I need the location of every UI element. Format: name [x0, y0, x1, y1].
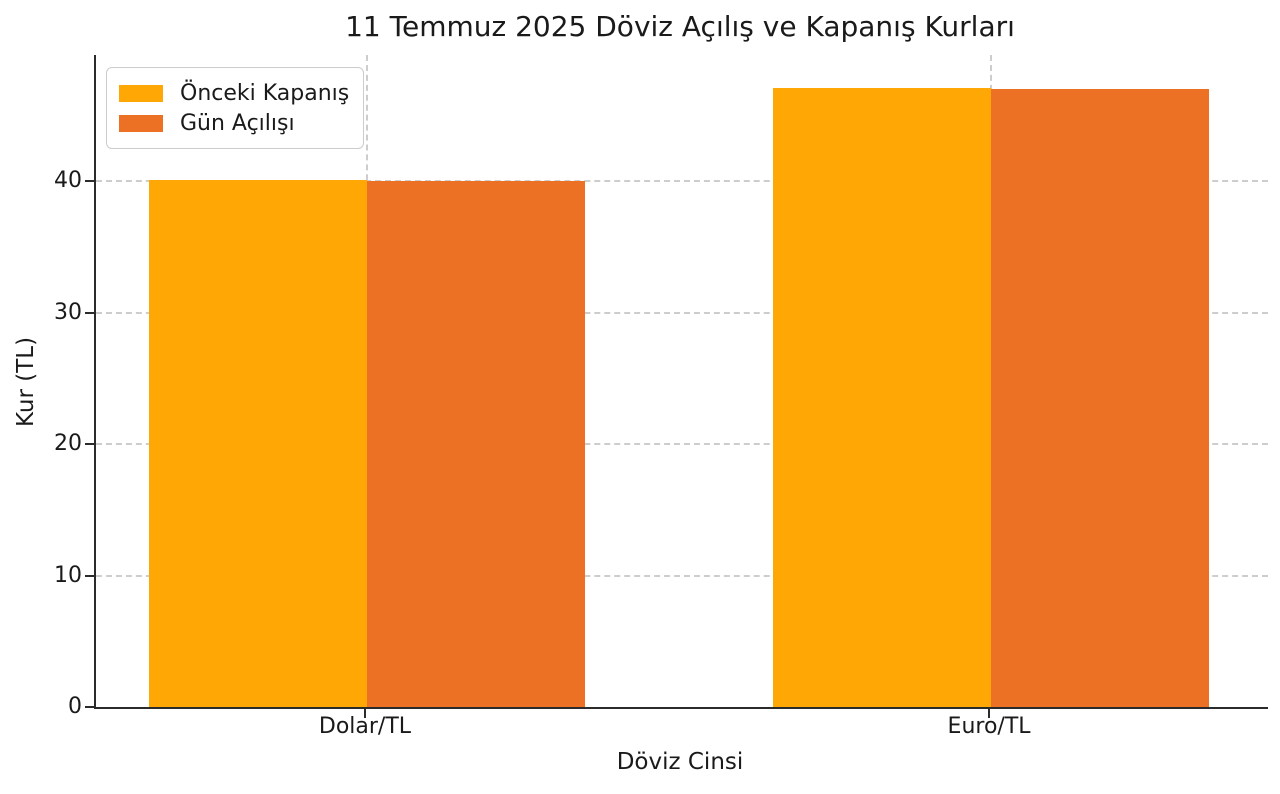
- ytick-mark-40: [85, 180, 94, 183]
- y-axis-label: Kur (TL): [13, 336, 39, 428]
- legend-row: Önceki Kapanış: [119, 78, 351, 108]
- gridline-y-30: [96, 311, 1268, 314]
- legend-row: Gün Açılışı: [119, 108, 351, 138]
- ytick-label-30: 30: [54, 299, 82, 325]
- legend: Önceki Kapanış Gün Açılışı: [106, 67, 364, 149]
- xtick-mark-Dolar/TL: [363, 709, 366, 718]
- chart-title: 11 Temmuz 2025 Döviz Açılış ve Kapanış K…: [345, 10, 1015, 43]
- ytick-mark-10: [85, 574, 94, 577]
- xtick-label-Euro/TL: Euro/TL: [947, 714, 1031, 739]
- ytick-mark-30: [85, 311, 94, 314]
- ytick-mark-0: [85, 706, 94, 708]
- ytick-label-20: 20: [54, 431, 82, 457]
- legend-label-onceki-kapanis: Önceki Kapanış: [180, 80, 350, 106]
- plot-area: [94, 55, 1268, 709]
- gridline-y-10: [96, 574, 1268, 577]
- ytick-mark-20: [85, 443, 94, 446]
- x-axis-label: Döviz Cinsi: [616, 749, 744, 775]
- legend-label-gun-acilisi: Gün Açılışı: [180, 110, 295, 136]
- ytick-label-40: 40: [54, 168, 82, 194]
- legend-swatch-gun-acilisi: [119, 114, 163, 132]
- bar-Euro/TL-Gün Açılışı: [991, 89, 1210, 707]
- bar-Euro/TL-Önceki Kapanış: [772, 87, 992, 707]
- xtick-label-Dolar/TL: Dolar/TL: [318, 714, 412, 739]
- bar-Dolar/TL-Gün Açılışı: [366, 181, 586, 707]
- bar-Dolar/TL-Önceki Kapanış: [148, 179, 367, 707]
- xtick-mark-Euro/TL: [988, 709, 991, 718]
- legend-swatch-onceki-kapanis: [119, 84, 163, 102]
- ytick-label-0: 0: [68, 694, 82, 719]
- ytick-label-10: 10: [54, 562, 82, 588]
- gridline-y-20: [96, 443, 1268, 446]
- gridline-y-40: [96, 180, 1268, 183]
